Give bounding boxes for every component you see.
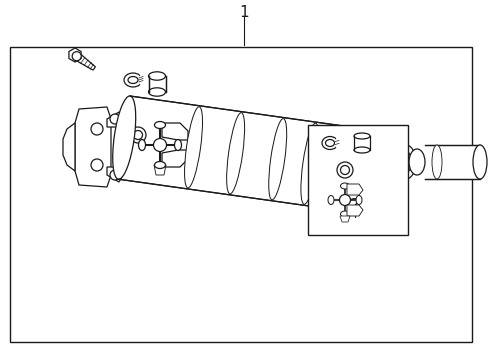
Ellipse shape [110, 170, 120, 180]
Ellipse shape [335, 136, 340, 149]
Bar [307, 125, 407, 235]
Ellipse shape [174, 140, 181, 150]
Ellipse shape [153, 139, 166, 152]
Polygon shape [69, 48, 81, 62]
Ellipse shape [91, 159, 103, 171]
Ellipse shape [139, 73, 144, 87]
Ellipse shape [340, 183, 349, 189]
Ellipse shape [268, 118, 286, 200]
Polygon shape [162, 123, 187, 140]
Bar [424, 145, 479, 179]
Ellipse shape [387, 140, 399, 150]
Ellipse shape [148, 72, 165, 80]
Bar [10, 47, 471, 342]
Ellipse shape [154, 122, 165, 129]
Ellipse shape [408, 149, 424, 175]
Polygon shape [107, 167, 123, 182]
Ellipse shape [138, 140, 145, 150]
Ellipse shape [300, 123, 318, 204]
Ellipse shape [387, 195, 399, 207]
Polygon shape [162, 150, 187, 167]
Polygon shape [118, 96, 377, 214]
Bar [148, 76, 165, 92]
Ellipse shape [325, 140, 334, 147]
Ellipse shape [336, 162, 352, 178]
Ellipse shape [128, 77, 138, 84]
Ellipse shape [130, 127, 146, 143]
Ellipse shape [72, 51, 81, 61]
Ellipse shape [91, 123, 103, 135]
Ellipse shape [360, 131, 383, 214]
Text: 1: 1 [239, 5, 248, 19]
Polygon shape [370, 131, 400, 165]
Ellipse shape [124, 73, 142, 87]
Bar [353, 136, 369, 150]
Text: 2: 2 [349, 198, 359, 212]
Ellipse shape [184, 107, 202, 188]
Ellipse shape [472, 145, 486, 179]
Ellipse shape [133, 131, 142, 140]
Polygon shape [346, 205, 362, 216]
Polygon shape [370, 181, 400, 215]
Ellipse shape [339, 194, 350, 206]
Ellipse shape [340, 166, 349, 175]
Ellipse shape [398, 151, 411, 173]
Ellipse shape [113, 96, 136, 179]
Ellipse shape [321, 136, 337, 149]
Ellipse shape [353, 147, 369, 153]
Ellipse shape [355, 195, 361, 204]
Polygon shape [339, 216, 349, 222]
Ellipse shape [110, 114, 120, 124]
Ellipse shape [353, 133, 369, 139]
Polygon shape [107, 112, 123, 127]
Ellipse shape [327, 195, 333, 204]
Ellipse shape [393, 144, 415, 180]
Polygon shape [63, 123, 75, 171]
Polygon shape [76, 54, 95, 70]
Polygon shape [154, 165, 165, 175]
Polygon shape [75, 107, 111, 187]
Ellipse shape [226, 113, 244, 194]
Ellipse shape [340, 211, 349, 217]
Ellipse shape [154, 162, 165, 168]
Polygon shape [346, 184, 362, 195]
Ellipse shape [431, 145, 441, 179]
Ellipse shape [148, 88, 165, 96]
